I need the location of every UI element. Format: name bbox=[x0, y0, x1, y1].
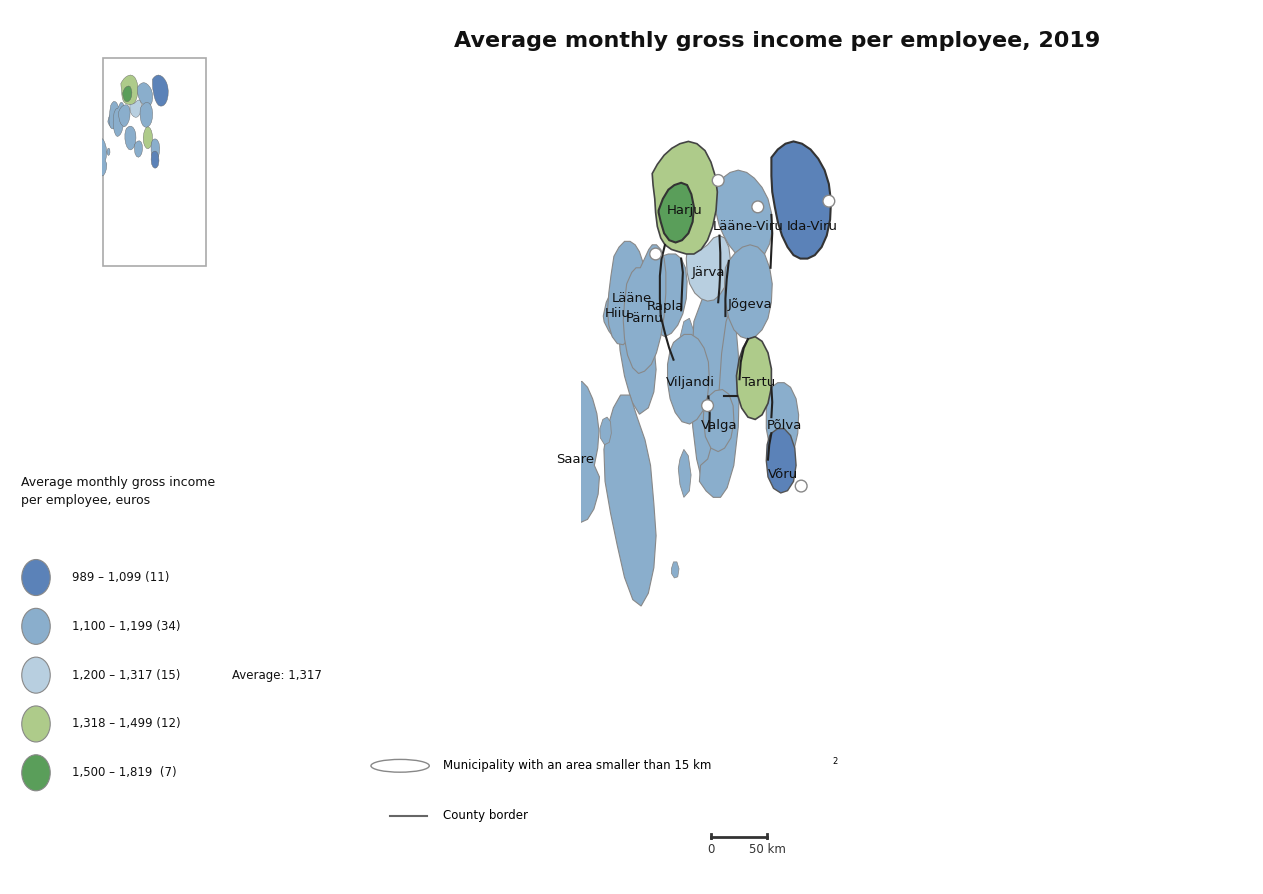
Polygon shape bbox=[619, 280, 655, 414]
Polygon shape bbox=[703, 390, 734, 451]
Text: 1,100 – 1,199 (34): 1,100 – 1,199 (34) bbox=[72, 620, 181, 633]
Polygon shape bbox=[621, 274, 633, 299]
Polygon shape bbox=[668, 334, 710, 424]
Polygon shape bbox=[652, 141, 717, 254]
Polygon shape bbox=[112, 110, 116, 117]
Text: 1,500 – 1,819  (7): 1,500 – 1,819 (7) bbox=[72, 766, 177, 780]
Text: 0: 0 bbox=[707, 842, 715, 856]
Polygon shape bbox=[686, 236, 730, 301]
Polygon shape bbox=[644, 254, 687, 337]
Text: Hiiu: Hiiu bbox=[605, 308, 632, 320]
Text: Municipality with an area smaller than 15 km: Municipality with an area smaller than 1… bbox=[442, 759, 711, 772]
Text: 2: 2 bbox=[832, 756, 837, 765]
Polygon shape bbox=[107, 113, 116, 127]
Text: Average: 1,317: Average: 1,317 bbox=[232, 669, 322, 681]
Circle shape bbox=[796, 480, 807, 492]
Text: Võru: Võru bbox=[768, 468, 798, 481]
Text: Viljandi: Viljandi bbox=[666, 376, 715, 389]
Polygon shape bbox=[152, 139, 159, 159]
Polygon shape bbox=[691, 274, 735, 491]
Polygon shape bbox=[95, 139, 107, 176]
Polygon shape bbox=[623, 245, 666, 374]
Polygon shape bbox=[715, 170, 772, 261]
Circle shape bbox=[712, 174, 724, 186]
Polygon shape bbox=[725, 245, 772, 339]
Circle shape bbox=[823, 195, 835, 207]
Text: Järva: Järva bbox=[692, 266, 725, 279]
Polygon shape bbox=[114, 103, 125, 137]
Text: Rapla: Rapla bbox=[647, 300, 685, 313]
Text: Valga: Valga bbox=[701, 418, 738, 432]
Polygon shape bbox=[679, 318, 695, 369]
Polygon shape bbox=[767, 428, 796, 493]
Polygon shape bbox=[140, 103, 153, 127]
Circle shape bbox=[371, 759, 429, 772]
Polygon shape bbox=[658, 182, 693, 242]
Circle shape bbox=[21, 608, 51, 645]
Polygon shape bbox=[130, 100, 141, 117]
Polygon shape bbox=[152, 151, 159, 168]
Polygon shape bbox=[678, 450, 691, 497]
Text: Lääne: Lääne bbox=[611, 292, 652, 305]
Text: Põlva: Põlva bbox=[767, 418, 802, 432]
Polygon shape bbox=[604, 395, 655, 606]
Polygon shape bbox=[125, 126, 136, 150]
Polygon shape bbox=[700, 306, 739, 497]
Text: 989 – 1,099 (11): 989 – 1,099 (11) bbox=[72, 571, 169, 584]
Circle shape bbox=[21, 657, 51, 693]
Polygon shape bbox=[153, 75, 168, 106]
Text: County border: County border bbox=[442, 809, 528, 822]
Polygon shape bbox=[138, 82, 153, 106]
Polygon shape bbox=[109, 102, 119, 129]
Text: Jõgeva: Jõgeva bbox=[727, 298, 773, 311]
Text: 1,200 – 1,317 (15): 1,200 – 1,317 (15) bbox=[72, 669, 181, 681]
Polygon shape bbox=[143, 127, 153, 148]
Circle shape bbox=[702, 400, 714, 411]
Text: Average monthly gross income per employee, 2019: Average monthly gross income per employe… bbox=[453, 31, 1100, 51]
Circle shape bbox=[21, 560, 51, 595]
Polygon shape bbox=[121, 75, 138, 105]
Polygon shape bbox=[134, 141, 143, 157]
Polygon shape bbox=[767, 383, 798, 460]
Text: 1,318 – 1,499 (12): 1,318 – 1,499 (12) bbox=[72, 718, 181, 730]
Polygon shape bbox=[600, 417, 611, 444]
Polygon shape bbox=[736, 337, 772, 419]
Text: Harju: Harju bbox=[667, 204, 702, 217]
Text: Tartu: Tartu bbox=[741, 376, 775, 389]
Polygon shape bbox=[604, 285, 633, 339]
Text: Pärnu: Pärnu bbox=[625, 312, 663, 325]
Polygon shape bbox=[107, 148, 110, 156]
Polygon shape bbox=[554, 382, 600, 523]
Text: Lääne-Viru: Lääne-Viru bbox=[714, 220, 784, 233]
Circle shape bbox=[21, 706, 51, 742]
Polygon shape bbox=[672, 562, 679, 578]
Circle shape bbox=[649, 249, 662, 260]
Polygon shape bbox=[123, 86, 131, 102]
Text: Ida-Viru: Ida-Viru bbox=[787, 220, 837, 233]
Circle shape bbox=[21, 755, 51, 791]
Polygon shape bbox=[119, 105, 130, 127]
Text: 50 km: 50 km bbox=[749, 842, 786, 856]
Polygon shape bbox=[772, 141, 831, 258]
Text: Saare: Saare bbox=[556, 453, 594, 466]
Text: Average monthly gross income
per employee, euros: Average monthly gross income per employe… bbox=[21, 477, 215, 507]
Polygon shape bbox=[608, 241, 644, 345]
Circle shape bbox=[751, 201, 764, 213]
